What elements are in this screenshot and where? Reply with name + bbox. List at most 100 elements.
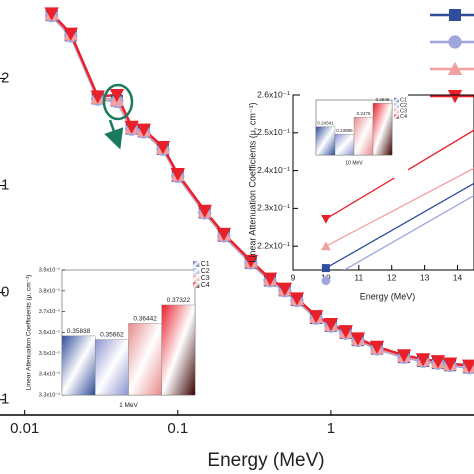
bar xyxy=(372,103,393,156)
marker xyxy=(90,90,105,104)
highlight-ellipse xyxy=(102,83,134,121)
legend-label: C1 xyxy=(400,97,407,103)
x-tick-label: 14 xyxy=(453,272,463,282)
y-tick-label: 3.5x10⁻¹ xyxy=(39,351,60,357)
y-tick-label: 2.5x10⁻¹ xyxy=(257,127,290,137)
marker xyxy=(415,353,431,367)
y-tick-label: 2.2x10⁻¹ xyxy=(257,240,290,250)
value-label: 0.2545 xyxy=(376,97,390,102)
series-line xyxy=(325,129,474,220)
legend-swatch xyxy=(193,282,200,288)
value-label: 0.2479 xyxy=(357,111,371,116)
value-label: 0.23985 xyxy=(336,128,353,133)
y-tick-label: 2.3x10⁻¹ xyxy=(257,203,290,213)
legend-marker xyxy=(448,35,462,49)
marker xyxy=(321,264,330,273)
value-label: 0.35838 xyxy=(67,328,91,335)
marker xyxy=(197,204,212,218)
bar xyxy=(334,134,355,156)
series-line xyxy=(343,194,474,270)
bar xyxy=(128,323,162,396)
marker xyxy=(109,89,125,103)
x-axis-label: Energy (MeV) xyxy=(360,291,416,301)
y-tick-label: 0 xyxy=(1,284,9,301)
marker xyxy=(136,123,152,137)
marker xyxy=(216,227,232,242)
y-tick-label: 2.4x10⁻¹ xyxy=(257,165,290,175)
marker xyxy=(155,140,171,155)
y-tick-label: 3.4x10⁻¹ xyxy=(39,372,60,378)
marker xyxy=(369,340,385,354)
plot-area xyxy=(325,129,474,270)
legend-label: C2 xyxy=(400,103,407,109)
y-tick-label: 3.6x10⁻¹ xyxy=(39,330,60,336)
legend-label: C3 xyxy=(400,108,407,114)
series-line xyxy=(325,167,474,247)
bar xyxy=(161,304,196,396)
y-tick-label: 3.7x10⁻¹ xyxy=(39,309,60,315)
marker xyxy=(350,332,366,346)
marker xyxy=(396,349,412,363)
x-tick-label: 9 xyxy=(291,272,296,282)
value-label: 0.24341 xyxy=(317,121,334,126)
x-tick-label: 11 xyxy=(354,272,363,282)
marker xyxy=(323,317,339,332)
x-tick-label: 0.1 xyxy=(167,420,188,437)
legend-label: C3 xyxy=(201,275,210,282)
legend-swatch xyxy=(193,261,200,267)
y-tick-label: 2.6x10⁻¹ xyxy=(257,89,290,99)
value-label: 0.37322 xyxy=(167,297,191,304)
legend-marker xyxy=(447,90,463,104)
marker xyxy=(243,254,259,269)
x-tick-label: 1 xyxy=(327,420,335,437)
legend-swatch xyxy=(193,268,200,274)
legend-swatch xyxy=(394,114,399,119)
y-tick-label: 1 xyxy=(1,176,9,193)
annotation-arrow xyxy=(104,119,124,150)
y-axis-label: Linear Attenuation Coefficients (μ, cm⁻¹… xyxy=(247,102,257,262)
series-line xyxy=(325,182,474,269)
legend-label: C1 xyxy=(201,261,210,268)
x-tick-label: 13 xyxy=(420,272,430,282)
legend-label: C4 xyxy=(400,114,407,120)
legend-swatch xyxy=(394,108,399,114)
value-label: 0.36442 xyxy=(133,315,157,322)
marker xyxy=(277,282,293,296)
legend-swatch xyxy=(394,103,399,108)
bar xyxy=(95,339,129,396)
legend-marker xyxy=(447,61,463,75)
x-axis-label: 10 MeV xyxy=(345,160,363,166)
x-axis-label: Energy (MeV) xyxy=(207,450,324,471)
marker xyxy=(321,241,331,251)
marker xyxy=(461,359,474,373)
y-tick-label: 3.9x10⁻¹ xyxy=(39,267,60,273)
marker xyxy=(170,168,185,182)
marker xyxy=(442,357,458,371)
marker xyxy=(262,272,278,286)
legend-marker xyxy=(449,9,461,21)
y-tick-label: 3.8x10⁻¹ xyxy=(39,288,60,294)
y-axis-label: Linear Attenuation Coefficients (μ, cm⁻¹… xyxy=(26,275,33,391)
legend-label: C4 xyxy=(201,282,210,289)
marker xyxy=(321,276,331,285)
y-tick-label: 2 xyxy=(1,69,9,86)
legend-swatch xyxy=(394,97,399,103)
marker xyxy=(321,214,331,224)
bar xyxy=(315,126,336,156)
legend-swatch xyxy=(193,275,200,281)
value-label: 0.35662 xyxy=(100,332,124,339)
marker xyxy=(430,355,446,369)
marker xyxy=(63,27,78,41)
legend-label: C2 xyxy=(201,268,210,275)
marker xyxy=(44,7,59,21)
x-tick-label: 12 xyxy=(387,272,397,282)
marker xyxy=(124,120,139,134)
marker xyxy=(289,292,305,306)
x-axis-label: 1 MeV xyxy=(119,402,138,409)
marker xyxy=(308,310,324,324)
x-tick-label: 0.01 xyxy=(10,420,39,437)
bar xyxy=(353,116,374,156)
y-tick-label: 3.3x10⁻¹ xyxy=(39,392,60,398)
y-tick-label: 1 xyxy=(1,391,9,408)
